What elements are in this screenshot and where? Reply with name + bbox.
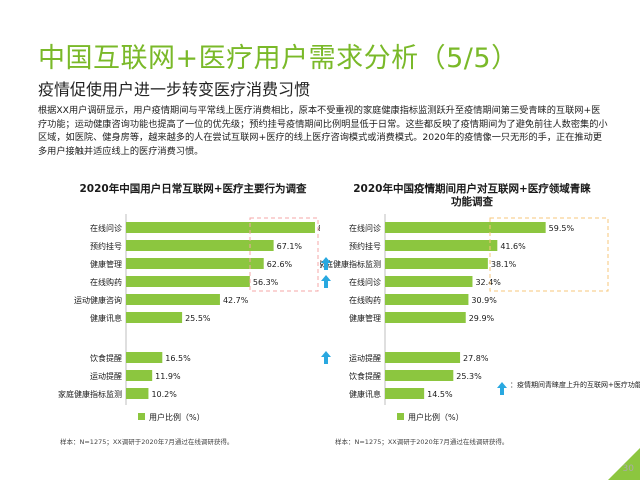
value-label: 25.3%	[456, 372, 482, 381]
category-label: 在线购药	[90, 277, 122, 287]
category-label: 健康讯息	[90, 313, 122, 323]
category-label: 在线问诊	[349, 277, 381, 287]
value-label: 11.9%	[155, 372, 181, 381]
value-label: 67.1%	[277, 242, 303, 251]
category-label: 健康讯息	[349, 389, 381, 399]
bar	[385, 312, 466, 323]
category-label: 运动提醒	[349, 353, 381, 363]
bar	[126, 388, 149, 399]
up-arrow-icon	[321, 275, 331, 288]
value-label: 10.2%	[151, 390, 177, 399]
right-bar-chart: 在线问诊 59.5% 预约挂号 41.6% 家庭健康指标监测 38.1% 在线问诊 32.4%…	[320, 214, 640, 422]
page-subtitle: 疫情促使用户进一步转变医疗消费习惯	[38, 80, 311, 99]
right-chart-title: 2020年中国疫情期间用户对互联网+医疗领域青睐功能调查	[353, 183, 591, 208]
page-title: 中国互联网+医疗用户需求分析（5/5）	[38, 43, 519, 74]
value-label: 42.7%	[223, 296, 249, 305]
bar	[385, 240, 498, 251]
page-number: 30	[622, 464, 634, 474]
value-label: 85.9%	[318, 224, 320, 233]
bar	[126, 276, 250, 287]
value-label: 29.9%	[469, 314, 495, 323]
up-arrow-icon	[321, 351, 331, 364]
up-arrow-icon	[497, 382, 507, 395]
category-label: 在线问诊	[349, 223, 381, 233]
category-label: 预约挂号	[349, 241, 381, 251]
legend-label: 用户比例（%）	[149, 412, 205, 422]
arrow-note: ：疫情期间青睐度上升的互联网+医疗功能	[510, 380, 640, 389]
legend-swatch	[397, 413, 404, 420]
value-label: 25.5%	[185, 314, 211, 323]
category-label: 运动提醒	[90, 371, 122, 381]
value-label: 16.5%	[165, 354, 191, 363]
left-footnote: 样本：N=1275；XX调研于2020年7月通过在线调研获得。	[60, 438, 234, 446]
bar	[126, 312, 183, 323]
left-chart-title: 2020年中国用户日常互联网+医疗主要行为调查	[79, 183, 307, 195]
value-label: 27.8%	[463, 354, 489, 363]
legend-swatch	[138, 413, 145, 420]
value-label: 62.6%	[267, 260, 293, 269]
bar	[385, 388, 425, 399]
bar	[126, 240, 274, 251]
value-label: 32.4%	[475, 278, 501, 287]
bar	[385, 258, 488, 269]
bar	[126, 294, 220, 305]
value-label: 14.5%	[427, 390, 453, 399]
category-label: 在线问诊	[90, 223, 122, 233]
value-label: 38.1%	[491, 260, 517, 269]
bar	[126, 370, 153, 381]
category-label: 健康管理	[349, 313, 381, 323]
body-paragraph: 根据XX用户调研显示，用户疫情期间与平常线上医疗消费相比，原本不受重视的家庭健康…	[38, 105, 608, 157]
highlight-box	[489, 217, 609, 292]
category-label: 运动健康咨询	[74, 295, 122, 305]
category-label: 家庭健康指标监测	[58, 389, 122, 399]
bar	[385, 370, 454, 381]
category-label: 饮食提醒	[349, 371, 381, 381]
value-label: 59.5%	[549, 224, 575, 233]
bar	[126, 352, 163, 363]
corner-decoration	[608, 448, 640, 480]
bar	[385, 294, 469, 305]
up-arrow-icon	[321, 257, 331, 270]
bar	[126, 222, 315, 233]
right-footnote: 样本：N=1275；XX调研于2020年7月通过在线调研获得。	[335, 438, 509, 446]
category-label: 在线购药	[349, 295, 381, 305]
bar	[385, 276, 473, 287]
category-label: 预约挂号	[90, 241, 122, 251]
bar	[385, 222, 546, 233]
value-label: 56.3%	[253, 278, 279, 287]
category-label: 健康管理	[90, 259, 122, 269]
left-bar-chart: 在线问诊 85.9% 预约挂号 67.1% 健康管理 62.6% 在线购药 56.3% 运动健康…	[58, 214, 320, 422]
bar	[126, 258, 264, 269]
bar	[385, 352, 461, 363]
value-label: 30.9%	[471, 296, 497, 305]
category-label: 饮食提醒	[90, 353, 122, 363]
highlight-box	[249, 217, 319, 292]
value-label: 41.6%	[500, 242, 526, 251]
legend-label: 用户比例（%）	[408, 412, 464, 422]
category-label: 家庭健康指标监测	[320, 259, 381, 269]
